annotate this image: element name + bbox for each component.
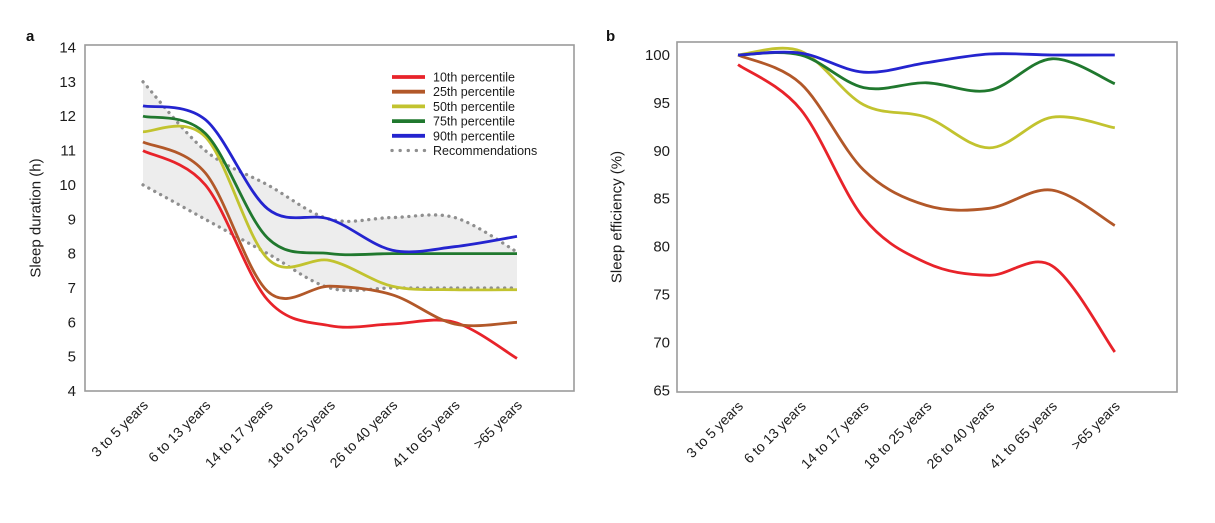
series-line-50th-percentile <box>737 46 1116 150</box>
y-tick-label: 11 <box>60 143 76 160</box>
x-category-label: >65 years <box>1068 398 1123 453</box>
y-tick-label: 12 <box>59 108 76 125</box>
legend-label-75th-percentile: 75th percentile <box>433 115 515 129</box>
y-tick-label: 14 <box>59 40 76 57</box>
panel-label-b: b <box>606 28 616 45</box>
y-tick-label: 5 <box>68 349 76 366</box>
y-tick-label: 4 <box>68 383 76 400</box>
y-tick-label: 65 <box>653 382 670 399</box>
panel-label-a: a <box>26 28 35 45</box>
plot-border <box>676 41 1178 393</box>
series-line-10th-percentile <box>142 149 518 360</box>
y-tick-label: 7 <box>68 280 76 297</box>
y-tick-label: 75 <box>653 287 670 304</box>
y-tick-label: 9 <box>68 211 76 228</box>
series-line-50th-percentile <box>142 124 518 292</box>
series-line-90th-percentile <box>142 104 518 254</box>
series-line-25th-percentile <box>142 140 518 328</box>
x-category-label: 6 to 13 years <box>740 398 809 467</box>
x-category-label: 3 to 5 years <box>683 398 746 461</box>
y-tick-label: 95 <box>653 95 670 112</box>
plot-border <box>84 44 575 392</box>
y-tick-label: 100 <box>645 47 670 64</box>
legend-label-90th-percentile: 90th percentile <box>433 129 515 143</box>
y-tick-label: 8 <box>68 246 76 263</box>
y-tick-label: 85 <box>653 191 670 208</box>
legend-label-10th-percentile: 10th percentile <box>433 71 515 85</box>
recommended-range-band <box>143 81 517 291</box>
legend-label-50th-percentile: 50th percentile <box>433 100 515 114</box>
y-tick-label: 13 <box>59 74 76 91</box>
y-tick-label: 70 <box>653 334 670 351</box>
y-tick-label: 90 <box>653 143 670 160</box>
series-line-90th-percentile <box>737 50 1115 74</box>
y-tick-label: 6 <box>68 314 76 331</box>
x-category-label: >65 years <box>470 397 525 452</box>
y-axis-title-sleep-duration: Sleep duration (h) <box>27 158 45 278</box>
y-tick-label: 10 <box>59 177 76 194</box>
series-line-75th-percentile <box>142 114 517 257</box>
x-category-label: 3 to 5 years <box>88 397 151 460</box>
legend-label-recommendations: Recommendations <box>433 144 537 158</box>
legend-label-25th-percentile: 25th percentile <box>433 85 515 99</box>
series-line-75th-percentile <box>737 51 1116 93</box>
series-line-25th-percentile <box>737 53 1116 227</box>
x-category-label: 6 to 13 years <box>145 397 214 466</box>
x-category-label: 41 to 65 years <box>986 398 1060 472</box>
series-line-10th-percentile <box>737 63 1116 353</box>
y-tick-label: 80 <box>653 239 670 256</box>
y-axis-title-sleep-efficiency: Sleep efficiency (%) <box>608 150 626 284</box>
